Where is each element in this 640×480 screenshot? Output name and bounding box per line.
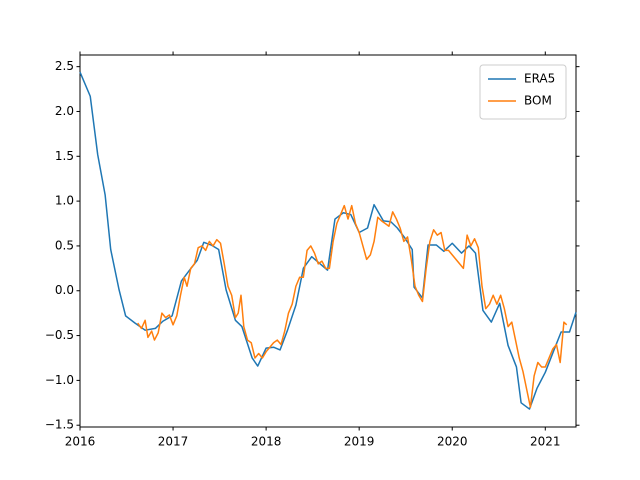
series-line [137,204,568,409]
x-tick-label: 2016 [65,435,96,449]
x-tick-label: 2017 [158,435,189,449]
y-tick-label: 1.0 [55,194,74,208]
y-tick-label: −1.0 [45,373,74,387]
x-tick-label: 2021 [530,435,561,449]
series-line [79,71,577,410]
y-tick-label: 2.0 [55,104,74,118]
y-tick-label: 0.5 [55,238,74,252]
y-tick-label: 2.5 [55,59,74,73]
y-tick-label: −0.5 [45,328,74,342]
axes-frame [79,54,577,428]
x-tick-label: 2020 [437,435,468,449]
legend-label: ERA5 [524,72,555,86]
legend-label: BOM [524,94,552,108]
x-tick-label: 2018 [251,435,282,449]
y-tick-label: 1.5 [55,149,74,163]
y-tick-label: 0.0 [55,283,74,297]
y-tick-label: −1.5 [45,418,74,432]
x-tick-label: 2019 [344,435,375,449]
